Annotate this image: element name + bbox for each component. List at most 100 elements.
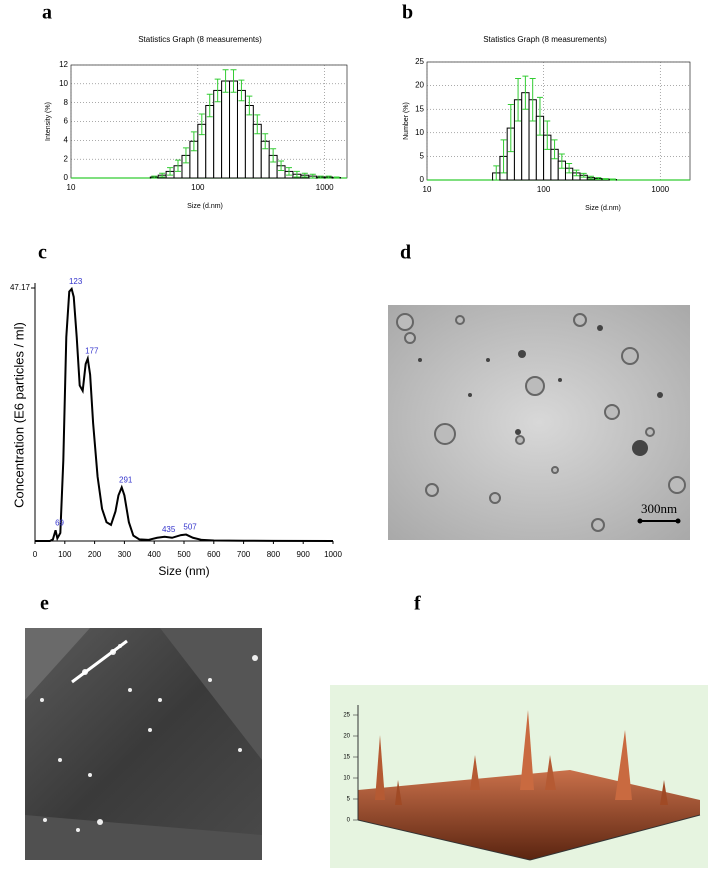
error-bar xyxy=(262,133,269,150)
error-bar xyxy=(301,172,308,178)
error-bar xyxy=(333,176,340,179)
y-tick-label: 8 xyxy=(64,98,69,107)
error-bar xyxy=(270,148,277,163)
error-bar xyxy=(254,114,261,135)
panel-label: e xyxy=(40,593,49,615)
y-axis-label: Number (%) xyxy=(403,102,410,140)
y-axis-label: Concentration (E6 particles / ml) xyxy=(11,322,26,508)
bar xyxy=(229,80,238,179)
error-bar xyxy=(159,172,166,178)
error-bar xyxy=(317,175,324,179)
x-tick-label: 100 xyxy=(191,183,205,192)
error-bar xyxy=(551,139,558,160)
chart-title: Statistics Graph (8 measurements) xyxy=(138,35,262,44)
y-tick-label: 4 xyxy=(64,135,69,144)
chart-title: Statistics Graph (8 measurements) xyxy=(483,35,607,44)
y-tick-label: 12 xyxy=(59,60,68,69)
x-tick-label: 600 xyxy=(207,550,221,559)
error-bar xyxy=(293,170,300,178)
error-bar xyxy=(522,75,529,110)
x-axis-label: Size (d.nm) xyxy=(585,205,621,212)
bar xyxy=(221,80,231,179)
error-bar xyxy=(544,120,551,150)
y-tick-label: 6 xyxy=(64,117,69,126)
error-bar xyxy=(206,93,213,118)
scale-bar-label: 300nm xyxy=(641,501,677,516)
error-bar xyxy=(246,95,253,116)
tem-image: 300nm xyxy=(388,305,690,540)
y-tick-label: 20 xyxy=(415,81,424,90)
x-axis-label: Size (nm) xyxy=(158,564,209,578)
y-tick-label: 15 xyxy=(415,104,424,113)
panel-label: b xyxy=(402,2,413,24)
y-axis-label: Intensity (%) xyxy=(45,102,52,141)
x-tick-label: 700 xyxy=(237,550,251,559)
x-tick-label: 100 xyxy=(537,185,551,194)
afm-image xyxy=(25,628,262,860)
error-bar xyxy=(507,103,514,153)
x-tick-label: 10 xyxy=(423,185,432,194)
x-tick-label: 200 xyxy=(88,550,102,559)
error-bar xyxy=(238,79,245,102)
error-bar xyxy=(602,178,609,181)
z-tick-label: 5 xyxy=(347,797,351,803)
x-tick-label: 800 xyxy=(267,550,281,559)
y-tick-label: 10 xyxy=(59,79,68,88)
z-tick-label: 20 xyxy=(343,734,350,740)
x-tick-label: 1000 xyxy=(316,183,334,192)
y-tick-label: 2 xyxy=(64,154,69,163)
error-bar xyxy=(198,113,205,136)
y-tick-label: 25 xyxy=(415,57,424,66)
error-bar xyxy=(230,69,237,93)
line xyxy=(35,286,334,542)
error-bar xyxy=(325,175,332,179)
peak-label: 435 xyxy=(162,525,176,534)
z-tick-label: 0 xyxy=(347,818,351,824)
x-tick-label: 1000 xyxy=(324,550,342,559)
error-bar xyxy=(182,147,189,164)
error-bar xyxy=(558,153,565,169)
peak-label: 291 xyxy=(119,475,133,484)
bar xyxy=(213,89,223,179)
panel-label: a xyxy=(42,2,52,24)
z-tick-label: 25 xyxy=(343,713,350,719)
bar xyxy=(244,104,254,179)
peak-label: 177 xyxy=(85,347,99,356)
x-tick-label: 0 xyxy=(33,550,38,559)
y-tick-label: 0 xyxy=(64,173,69,182)
error-bar xyxy=(573,169,580,177)
error-bar xyxy=(595,177,602,181)
y-tick-label: 5 xyxy=(420,152,425,161)
error-bar xyxy=(536,96,543,136)
x-tick-label: 100 xyxy=(58,550,72,559)
error-bar xyxy=(278,160,285,171)
error-bar xyxy=(587,175,594,180)
error-bar xyxy=(167,167,174,176)
error-bar xyxy=(309,173,316,179)
error-bar xyxy=(493,165,500,181)
bar xyxy=(236,89,246,179)
x-tick-label: 500 xyxy=(177,550,191,559)
y-tick-label: 0 xyxy=(420,175,425,184)
error-bar xyxy=(151,175,158,179)
error-bar xyxy=(222,69,229,93)
error-bar xyxy=(609,178,616,181)
y-tick-label: 10 xyxy=(415,128,424,137)
error-bar xyxy=(214,78,221,103)
peak-label: 69 xyxy=(55,518,64,527)
x-tick-label: 300 xyxy=(118,550,132,559)
panel-label: d xyxy=(400,242,411,264)
y-tick-label: 47.17 xyxy=(10,283,31,292)
panel-label: c xyxy=(38,242,47,264)
panel-label: f xyxy=(414,593,421,615)
error-bar xyxy=(285,167,292,176)
x-tick-label: 400 xyxy=(148,550,162,559)
error-bar xyxy=(190,131,197,152)
peak-label: 123 xyxy=(69,277,83,286)
error-bar xyxy=(566,162,573,174)
peak-label: 507 xyxy=(183,523,197,532)
error-bar xyxy=(580,172,587,178)
x-tick-label: 10 xyxy=(67,183,76,192)
error-bar xyxy=(515,78,522,122)
